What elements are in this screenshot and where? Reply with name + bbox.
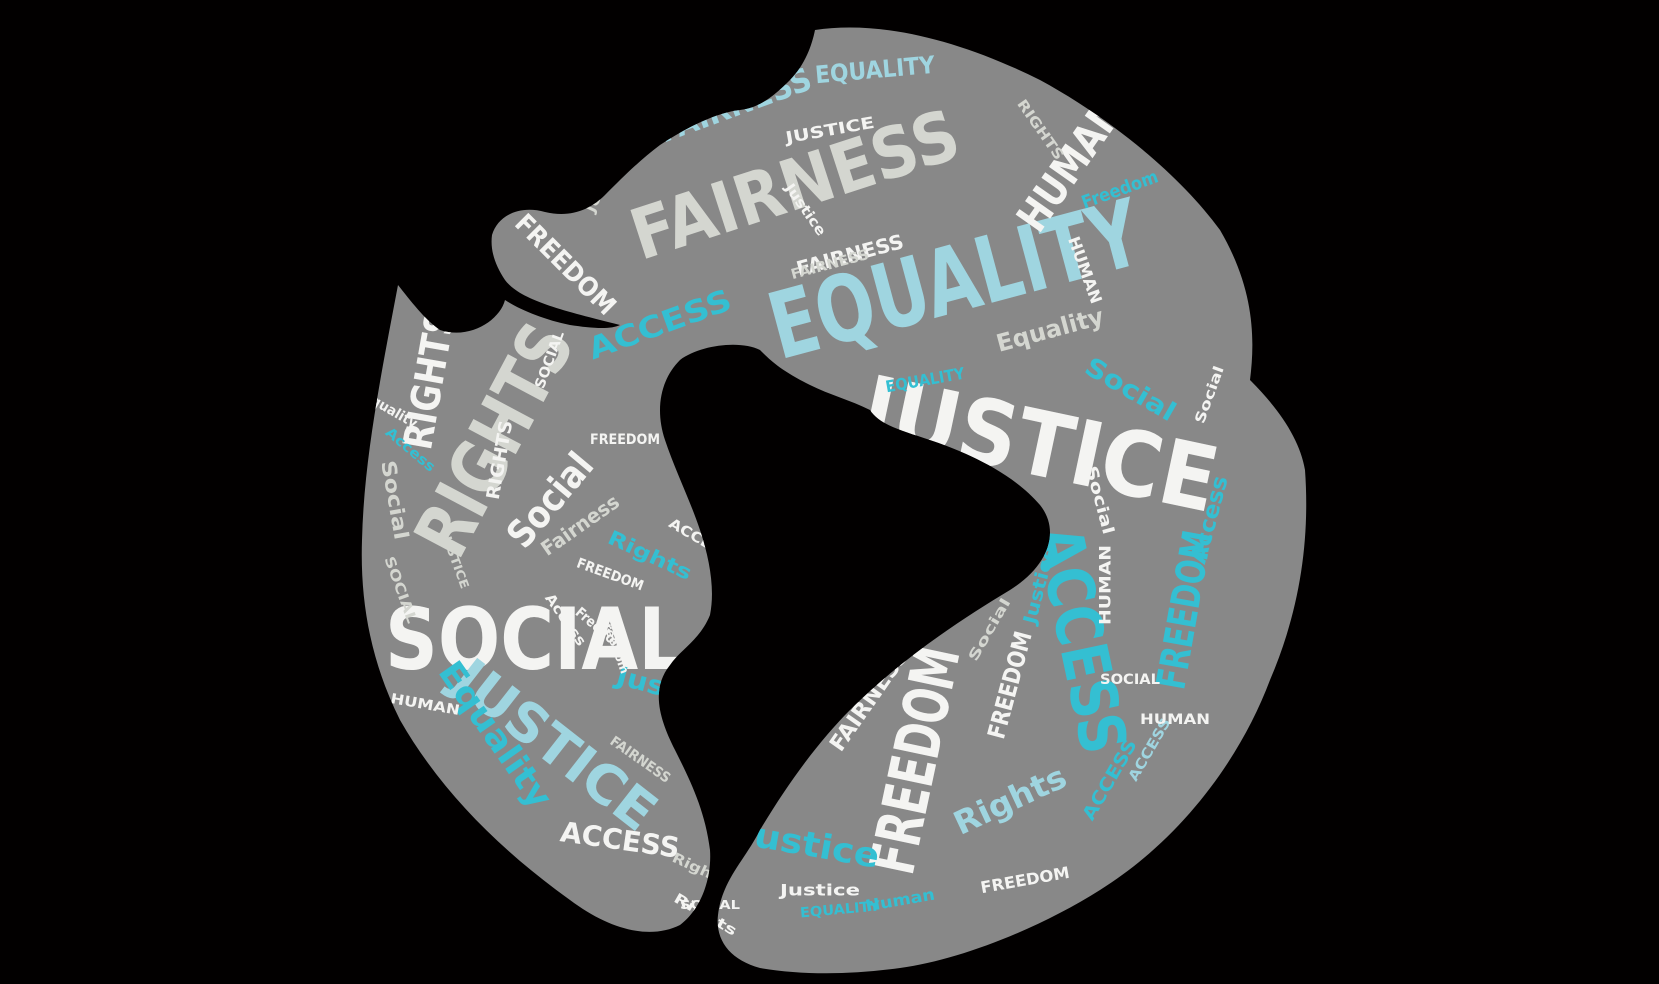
- word-human: HUMAN: [1096, 545, 1115, 625]
- word-social: SOCIAL: [385, 590, 685, 690]
- word-equality: EQUALITY: [799, 898, 881, 921]
- word-human: HUMAN: [1140, 712, 1210, 728]
- word-justice: Justice: [779, 881, 861, 900]
- word-freedom: FREEDOM: [590, 432, 660, 448]
- globe-silhouette: [361, 27, 1307, 974]
- word-social: SOCIAL: [1100, 672, 1160, 688]
